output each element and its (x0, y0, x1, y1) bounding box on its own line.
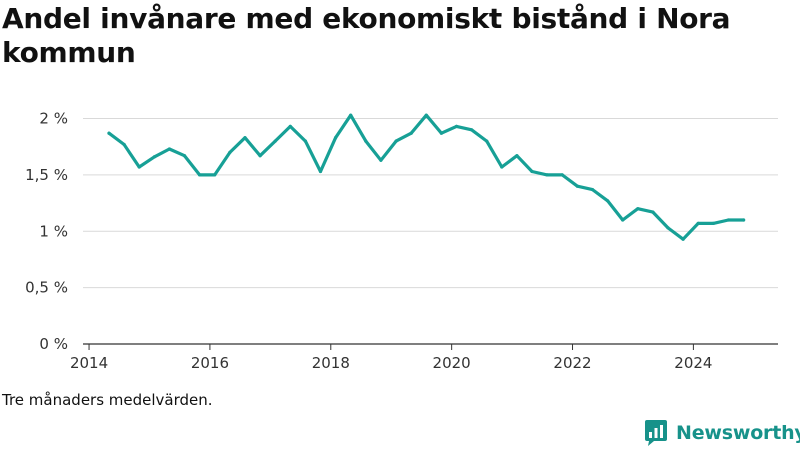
x-axis-tick-labels: 2014 2016 2018 2020 2022 2024 (70, 354, 713, 372)
data-point (621, 218, 625, 222)
data-point (288, 124, 292, 128)
x-tick-label: 2022 (553, 354, 591, 372)
data-point (364, 139, 368, 143)
data-point (545, 173, 549, 177)
data-point (213, 173, 217, 177)
data-point (711, 221, 715, 225)
data-point (636, 207, 640, 211)
y-tick-label: 0,5 % (25, 279, 68, 297)
data-point (243, 136, 247, 140)
data-point (152, 155, 156, 159)
x-tick-label: 2024 (674, 354, 712, 372)
footnote: Tre månaders medelvärden. (2, 391, 213, 409)
data-point (590, 188, 595, 192)
data-point (606, 199, 610, 203)
data-point (167, 147, 171, 151)
data-point (681, 237, 685, 241)
brand-name: Newsworthy (676, 422, 800, 444)
chart-title: Andel invånare med ekonomiskt bistånd i … (2, 2, 731, 69)
data-point (485, 139, 489, 143)
data-point (137, 165, 141, 169)
data-point (122, 142, 126, 147)
data-point (439, 131, 443, 135)
y-axis-tick-labels: 0 % 0,5 % 1 % 1,5 % 2 % (25, 110, 68, 353)
data-point (379, 158, 383, 162)
data-point (273, 139, 277, 143)
data-point (394, 139, 398, 143)
data-point (515, 154, 519, 158)
data-point (666, 226, 670, 230)
gridlines (83, 118, 778, 289)
data-point (349, 113, 353, 117)
data-point (107, 131, 111, 135)
newsworthy-logo[interactable]: Newsworthy (644, 418, 800, 448)
data-point (454, 124, 459, 128)
y-tick-label: 0 % (39, 335, 68, 353)
data-point (424, 113, 428, 117)
data-point (560, 173, 564, 177)
data-point (651, 210, 655, 214)
data-point (182, 154, 187, 158)
x-axis (83, 343, 778, 350)
x-tick-label: 2018 (312, 354, 350, 372)
data-point (530, 169, 534, 174)
data-point (318, 169, 323, 174)
series-line (107, 113, 746, 241)
data-point (409, 131, 413, 135)
data-point (500, 165, 504, 169)
y-tick-label: 1 % (39, 222, 68, 240)
data-point (726, 218, 731, 222)
data-point (334, 136, 338, 140)
x-tick-label: 2020 (433, 354, 471, 372)
data-point (198, 173, 202, 177)
data-point (575, 184, 580, 188)
x-tick-label: 2014 (70, 354, 108, 372)
x-tick-label: 2016 (191, 354, 229, 372)
data-point (742, 218, 746, 222)
series-layer (107, 113, 746, 241)
data-point (470, 128, 474, 132)
data-point (258, 154, 262, 158)
y-tick-label: 1,5 % (25, 166, 68, 184)
data-point (696, 221, 700, 225)
bar-chart-icon (645, 420, 667, 446)
data-point (228, 150, 232, 154)
data-point (303, 139, 307, 143)
y-tick-label: 2 % (39, 110, 68, 128)
